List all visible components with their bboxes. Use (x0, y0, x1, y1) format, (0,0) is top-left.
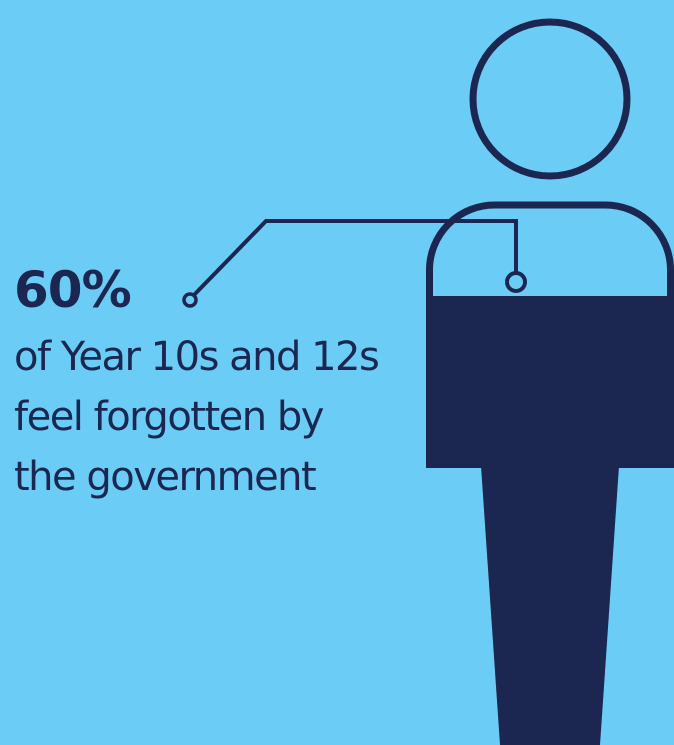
stat-caption: of Year 10s and 12s feel forgotten by th… (14, 327, 434, 507)
stat-percentage: 60% (14, 261, 132, 319)
callout-end-dot-icon (182, 292, 198, 308)
person-shoulders-outline (426, 201, 674, 300)
stat-caption-line: of Year 10s and 12s (14, 334, 380, 380)
person-torso-fill (426, 296, 674, 468)
callout-connector-line (191, 219, 518, 298)
callout-body-dot-icon (505, 271, 527, 293)
stat-caption-line: feel forgotten by (14, 394, 324, 440)
person-legs-fill (481, 466, 619, 745)
person-head-icon (469, 18, 631, 180)
stat-caption-line: the government (14, 454, 317, 500)
